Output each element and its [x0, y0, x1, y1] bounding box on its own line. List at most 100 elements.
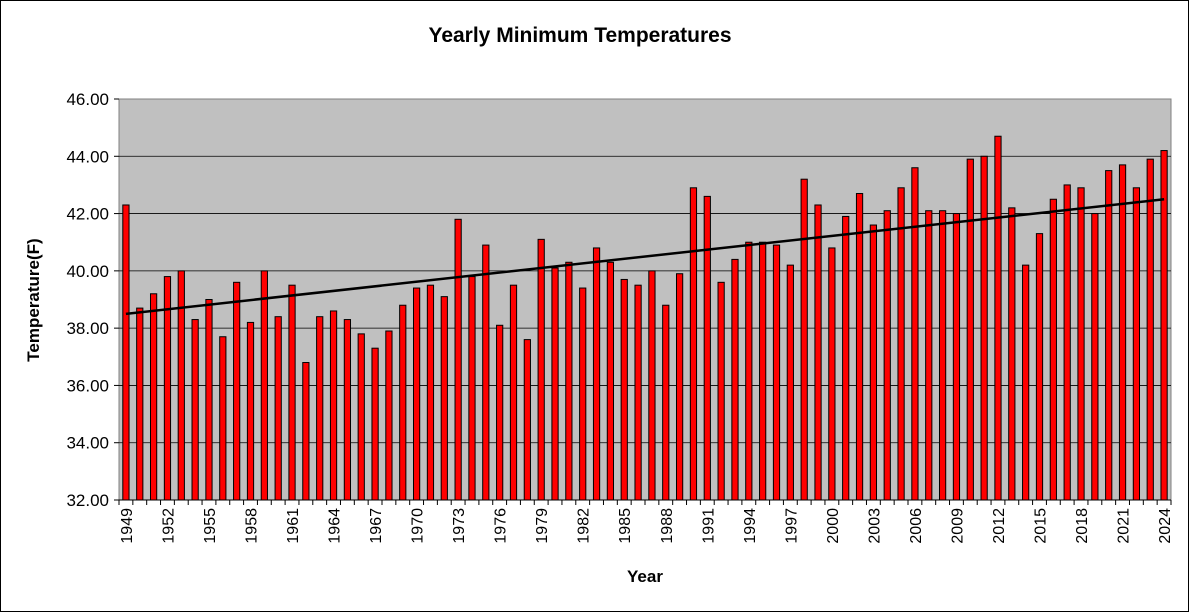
x-tick-label: 1997: [783, 508, 800, 544]
bar: [385, 330, 393, 501]
x-tick-label: 1958: [244, 508, 261, 544]
bar: [149, 293, 158, 501]
bar: [177, 270, 185, 501]
bar: [759, 241, 767, 501]
bar: [288, 284, 296, 501]
bar: [233, 281, 241, 501]
bar: [1132, 187, 1141, 501]
bar: [579, 287, 587, 501]
x-tick-label: 1955: [202, 508, 219, 544]
bar: [1035, 233, 1044, 501]
bar: [205, 299, 213, 501]
bar: [1077, 187, 1085, 501]
bar: [551, 267, 559, 501]
bar: [191, 319, 199, 501]
bar: [1091, 213, 1099, 501]
bar: [440, 296, 448, 501]
y-tick-label: 38.00: [66, 319, 109, 338]
x-tick-label: 1952: [160, 508, 177, 544]
x-tick-label: 1973: [451, 508, 468, 544]
bar: [1160, 150, 1168, 501]
y-tick-label: 34.00: [66, 434, 109, 453]
bar: [302, 362, 310, 501]
x-tick-label: 1949: [119, 508, 136, 544]
x-tick-label: 2000: [825, 508, 842, 544]
bar: [952, 213, 961, 501]
bar: [994, 135, 1002, 501]
bar: [454, 218, 462, 501]
y-tick-label: 46.00: [66, 90, 109, 109]
bar: [620, 278, 628, 501]
y-tick-label: 44.00: [66, 147, 109, 166]
x-axis-label: Year: [627, 567, 663, 586]
bar: [675, 273, 684, 501]
x-tick-label: 1967: [368, 508, 385, 544]
bar: [800, 178, 808, 501]
x-tick-label: 2009: [949, 508, 966, 544]
bar: [357, 333, 365, 501]
bar: [412, 287, 421, 501]
x-tick-label: 1991: [700, 508, 717, 544]
bar: [219, 336, 227, 501]
bar: [634, 284, 642, 501]
x-tick-label: 2006: [908, 508, 925, 544]
y-tick-label: 40.00: [66, 262, 109, 281]
x-tick-label: 2003: [866, 508, 883, 544]
bar: [329, 310, 338, 501]
bar: [1146, 158, 1154, 501]
bar: [966, 158, 974, 501]
x-tick-label: 2012: [991, 508, 1008, 544]
bar: [136, 307, 144, 501]
bar: [703, 195, 711, 501]
bar: [523, 339, 531, 501]
y-tick-label: 42.00: [66, 205, 109, 224]
bar: [897, 187, 905, 501]
x-tick-label: 1976: [493, 508, 510, 544]
bar: [662, 304, 670, 501]
x-tick-label: 2021: [1116, 508, 1133, 544]
x-tick-label: 1961: [285, 508, 302, 544]
bar: [980, 155, 988, 501]
bar: [122, 204, 130, 501]
bar: [399, 304, 407, 501]
bar: [468, 276, 476, 501]
x-tick-label: 2018: [1074, 508, 1091, 544]
bar: [1118, 164, 1127, 501]
bar: [1063, 184, 1071, 501]
y-axis-ticks: 32.00 34.00 36.00 38.00 40.00 42.00 44.00 46.00: [66, 90, 119, 510]
bar: [246, 321, 255, 501]
bar: [274, 316, 282, 501]
bar: [482, 244, 490, 501]
bar: [648, 270, 656, 501]
x-tick-label: 1988: [659, 508, 676, 544]
bar: [855, 193, 864, 501]
bar: [925, 210, 933, 501]
x-tick-label: 1994: [742, 508, 759, 544]
bar: [689, 187, 698, 501]
bar: [772, 244, 781, 501]
bar: [592, 247, 601, 501]
bar: [1008, 207, 1016, 501]
bar: [731, 258, 739, 501]
bar: [426, 284, 435, 501]
bar: [786, 264, 794, 501]
bar: [565, 261, 573, 501]
bar: [869, 224, 878, 501]
y-tick-label: 36.00: [66, 376, 109, 395]
x-tick-label: 1982: [576, 508, 593, 544]
x-axis: 1949 1952 1955 1958 1961 1964 1967 1970 1973 1976…: [118, 499, 1174, 544]
bar: [260, 270, 268, 501]
bar: [537, 238, 545, 501]
bar: [842, 215, 850, 501]
bar: [883, 210, 891, 501]
bar: [717, 281, 725, 501]
x-tick-label: 1985: [617, 508, 634, 544]
bar: [1049, 198, 1057, 501]
bar: [371, 347, 379, 501]
bar: [1105, 170, 1113, 501]
x-tick-label: 1979: [534, 508, 551, 544]
bar: [343, 319, 352, 501]
bar: [316, 316, 324, 501]
